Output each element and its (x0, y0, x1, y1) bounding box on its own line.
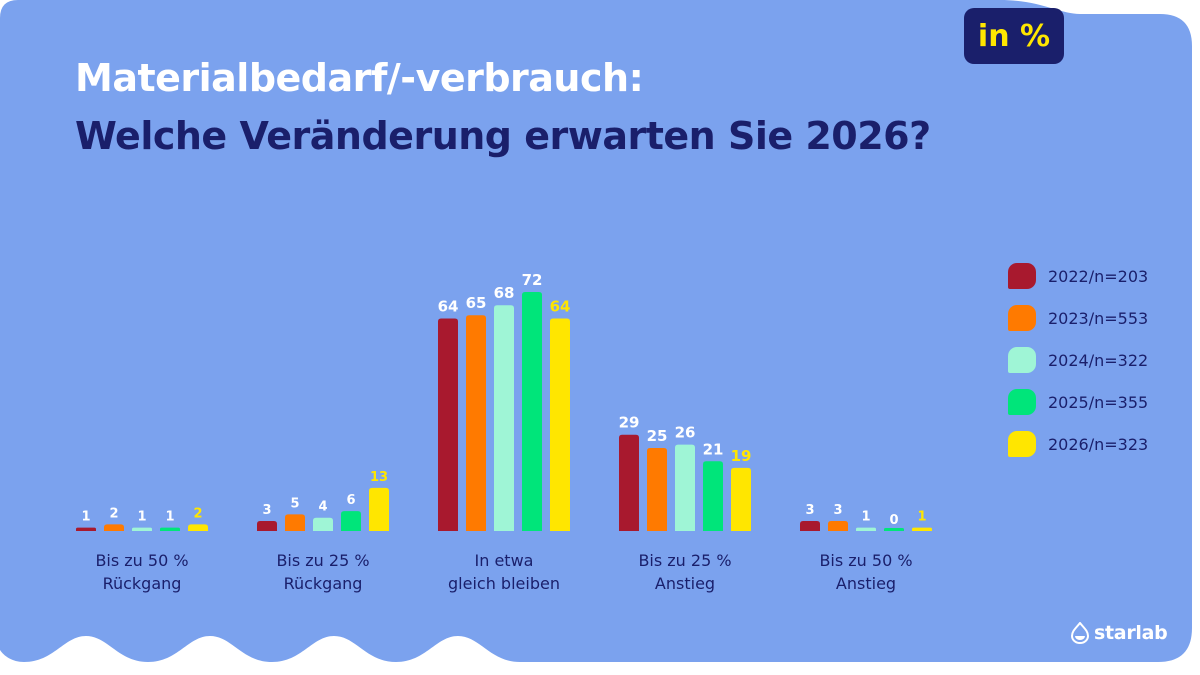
legend-label: 2024/n=322 (1048, 350, 1149, 370)
legend-label: 2023/n=553 (1048, 308, 1149, 328)
legend-item: 2022/n=203 (1008, 262, 1148, 290)
bar (522, 291, 542, 531)
bar (285, 514, 305, 531)
category-label: Rückgang (103, 574, 182, 593)
bar (856, 527, 876, 531)
bar (257, 521, 277, 531)
logo-text: starlab (1094, 622, 1168, 644)
data-label: 1 (81, 510, 90, 525)
legend-swatch (1008, 305, 1036, 331)
data-label: 1 (165, 510, 174, 525)
data-label: 21 (703, 440, 724, 458)
legend-item: 2024/n=322 (1008, 346, 1148, 374)
bar (731, 467, 751, 531)
data-label: 13 (370, 470, 388, 485)
bar (828, 521, 848, 531)
bar (647, 448, 667, 531)
bar (438, 318, 458, 531)
bar (675, 444, 695, 531)
category-label: gleich bleiben (448, 574, 560, 593)
data-label: 29 (619, 414, 640, 432)
category-label: Anstieg (836, 574, 896, 593)
unit-badge: in % (964, 8, 1064, 64)
data-label: 6 (346, 493, 355, 508)
legend-swatch (1008, 347, 1036, 373)
legend: 2022/n=203 2023/n=553 2024/n=322 2025/n=… (1008, 262, 1148, 472)
legend-label: 2022/n=203 (1048, 266, 1149, 286)
bar (341, 511, 361, 531)
category-label: Bis zu 50 % (819, 551, 912, 570)
legend-item: 2026/n=323 (1008, 430, 1148, 458)
data-label: 65 (466, 294, 487, 312)
bar (104, 524, 124, 531)
bar (619, 434, 639, 531)
category-labels-layer: Bis zu 50 % Rückgang Bis zu 25 % Rückgang In… (95, 551, 912, 593)
background-shape (0, 0, 1192, 662)
bar (188, 524, 208, 531)
title-line-2: Welche Veränderung erwarten Sie 2026? (75, 114, 931, 158)
bar (132, 527, 152, 531)
legend-swatch (1008, 431, 1036, 457)
legend-label: 2026/n=323 (1048, 434, 1149, 454)
data-label: 1 (917, 510, 926, 525)
category-label: In etwa (475, 551, 534, 570)
legend-item: 2023/n=553 (1008, 304, 1148, 332)
data-label: 1 (861, 510, 870, 525)
data-label: 25 (647, 427, 668, 445)
title-line-1: Materialbedarf/-verbrauch: (75, 56, 644, 100)
category-label: Bis zu 25 % (638, 551, 731, 570)
bar (550, 318, 570, 531)
data-label: 5 (290, 496, 299, 511)
data-label: 3 (833, 503, 842, 518)
data-label: 2 (109, 506, 118, 521)
category-label: Bis zu 50 % (95, 551, 188, 570)
bar (703, 461, 723, 531)
data-label: 3 (805, 503, 814, 518)
data-label: 3 (262, 503, 271, 518)
starlab-logo: starlab (1070, 622, 1168, 644)
category-label: Bis zu 25 % (276, 551, 369, 570)
legend-item: 2025/n=355 (1008, 388, 1148, 416)
bar (912, 527, 932, 531)
legend-swatch (1008, 263, 1036, 289)
bar (884, 528, 904, 531)
data-label: 64 (550, 298, 571, 316)
data-label: 72 (522, 271, 543, 289)
bar (494, 305, 514, 531)
data-label: 0 (889, 513, 898, 528)
data-label: 64 (438, 298, 459, 316)
data-label: 26 (675, 424, 696, 442)
bar (160, 527, 180, 531)
bar (800, 521, 820, 531)
category-label: Rückgang (284, 574, 363, 593)
bar (76, 527, 96, 531)
category-label: Anstieg (655, 574, 715, 593)
bar (369, 487, 389, 531)
starlab-logo-icon (1070, 622, 1090, 644)
legend-swatch (1008, 389, 1036, 415)
data-label: 68 (494, 284, 515, 302)
data-label: 19 (731, 447, 752, 465)
data-label: 4 (318, 500, 327, 515)
bars-layer (76, 291, 932, 531)
data-label: 2 (193, 506, 202, 521)
bar (313, 517, 333, 531)
bar (466, 315, 486, 531)
legend-label: 2025/n=355 (1048, 392, 1149, 412)
data-label: 1 (137, 510, 146, 525)
